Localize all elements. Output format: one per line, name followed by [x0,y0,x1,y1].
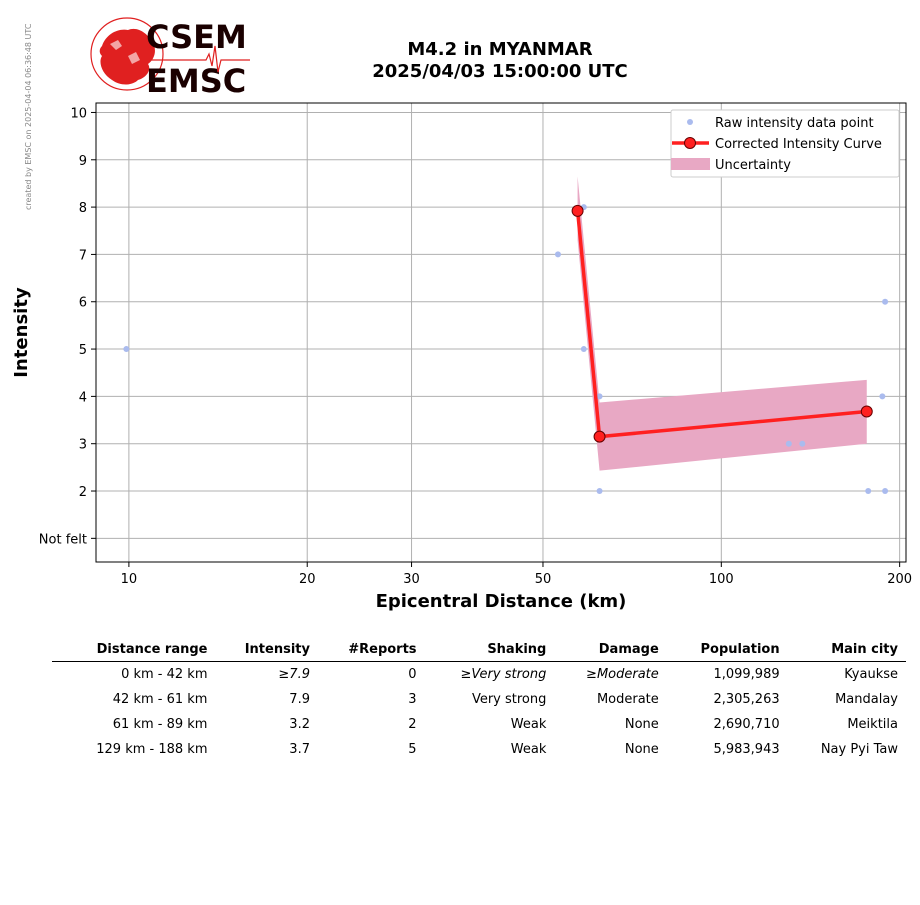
raw-data-point [596,488,603,495]
header-shaking: Shaking [424,640,555,662]
y-tick-label: Not felt [39,532,87,547]
uncertainty-band [577,176,867,471]
uncertainty-band-layer [577,176,867,471]
cell-damage: Moderate [596,691,659,707]
creation-stamp-text: created by EMSC on 2025-04-04 06:36:48 U… [24,23,33,210]
y-tick-label: 5 [79,343,87,358]
x-tick-label: 200 [887,572,912,587]
cell-reports: 5 [408,741,417,757]
cell-main-city: Nay Pyi Taw [820,741,898,757]
cell-distance-range: 61 km - 89 km [112,716,208,732]
raw-data-point [785,440,792,447]
logo-text-csem: CSEM [146,18,247,56]
seismogram-icon [150,45,250,73]
cell-intensity: 3.2 [289,716,310,732]
header-intensity: Intensity [215,640,318,662]
legend-label-uncertainty: Uncertainty [715,158,791,173]
y-ticks: Not felt 2 3 4 5 6 7 8 9 10 [39,106,96,547]
y-tick-label: 2 [79,485,87,500]
logo-text-emsc: EMSC [146,62,246,100]
y-tick-label: 10 [70,106,87,121]
x-tick-label: 20 [299,572,316,587]
y-tick-label: 9 [79,154,87,169]
legend-marker-raw [687,119,693,125]
cell-shaking: Weak [510,716,547,732]
x-ticks: 10 20 30 50 100 200 [121,562,912,587]
chart-title: M4.2 in MYANMAR [407,39,593,60]
corrected-curve-layer [571,204,873,443]
cell-shaking: Very strong [471,691,547,707]
raw-points-layer [123,204,889,495]
cell-shaking: ≥Very strong [460,666,547,682]
corrected-curve-point [571,204,584,217]
corrected-curve-point [860,405,873,418]
cell-main-city: Meiktila [847,716,898,732]
table-row: 129 km - 188 km 3.7 5 Weak None 5,983,94… [52,737,906,762]
y-tick-label: 8 [79,201,87,216]
raw-data-point [554,251,561,258]
x-axis-label: Epicentral Distance (km) [376,591,627,612]
legend-patch-uncertainty [671,158,710,170]
header-population: Population [666,640,788,662]
y-axis-label: Intensity [11,287,32,378]
cell-reports: 0 [408,666,417,682]
cell-intensity: ≥7.9 [278,666,310,682]
cell-population: 2,305,263 [713,691,780,707]
raw-data-point [799,440,806,447]
y-tick-label: 4 [79,390,87,405]
cell-main-city: Mandalay [835,691,898,707]
raw-data-point [596,393,603,400]
x-tick-label: 50 [535,572,552,587]
table-row: 42 km - 61 km 7.9 3 Very strong Moderate… [52,687,906,712]
corrected-curve-point [593,430,606,443]
cell-population: 5,983,943 [713,741,780,757]
chart-subtitle: 2025/04/03 15:00:00 UTC [372,61,628,82]
raw-data-point [882,488,889,495]
raw-data-point [879,393,886,400]
header-damage: Damage [554,640,667,662]
cell-main-city: Kyaukse [844,666,898,682]
cell-population: 2,690,710 [713,716,780,732]
raw-data-point [123,346,130,353]
intensity-chart: 10 20 30 50 100 200 Not felt 2 3 4 5 6 7 8 9 10 Epicen… [11,102,912,612]
table-row: 61 km - 89 km 3.2 2 Weak None 2,690,710 … [52,712,906,737]
legend: Raw intensity data point Corrected Inten… [670,109,900,178]
cell-intensity: 7.9 [289,691,310,707]
intensity-summary-table: Distance range Intensity #Reports Shakin… [52,640,906,762]
cell-reports: 2 [408,716,417,732]
x-tick-label: 100 [709,572,734,587]
cell-reports: 3 [408,691,417,707]
raw-data-point [882,298,889,305]
y-tick-label: 3 [79,438,87,453]
table-header-row: Distance range Intensity #Reports Shakin… [52,640,906,662]
cell-shaking: Weak [510,741,547,757]
cell-distance-range: 129 km - 188 km [96,741,208,757]
x-tick-label: 30 [403,572,420,587]
cell-distance-range: 42 km - 61 km [112,691,208,707]
x-tick-label: 10 [121,572,138,587]
raw-data-point [580,346,587,353]
cell-damage: None [624,741,659,757]
legend-label-raw: Raw intensity data point [715,116,874,131]
cell-intensity: 3.7 [289,741,310,757]
cell-population: 1,099,989 [713,666,780,682]
y-tick-label: 6 [79,296,87,311]
cell-damage: ≥Moderate [586,666,659,682]
table-row: 0 km - 42 km ≥7.9 0 ≥Very strong ≥Modera… [52,662,906,688]
legend-label-corrected: Corrected Intensity Curve [715,137,882,152]
raw-data-point [865,488,872,495]
csem-emsc-logo: CSEM EMSC [90,17,250,100]
header-distance-range: Distance range [52,640,216,662]
cell-distance-range: 0 km - 42 km [121,666,208,682]
header-reports: #Reports [317,640,425,662]
legend-marker-corrected [684,137,696,149]
header-main-city: Main city [787,640,906,662]
plot-frame [95,102,907,563]
creation-stamp: created by EMSC on 2025-04-04 06:36:48 U… [24,23,33,210]
cell-damage: None [624,716,659,732]
y-tick-label: 7 [79,248,87,263]
legend-box [670,109,900,178]
